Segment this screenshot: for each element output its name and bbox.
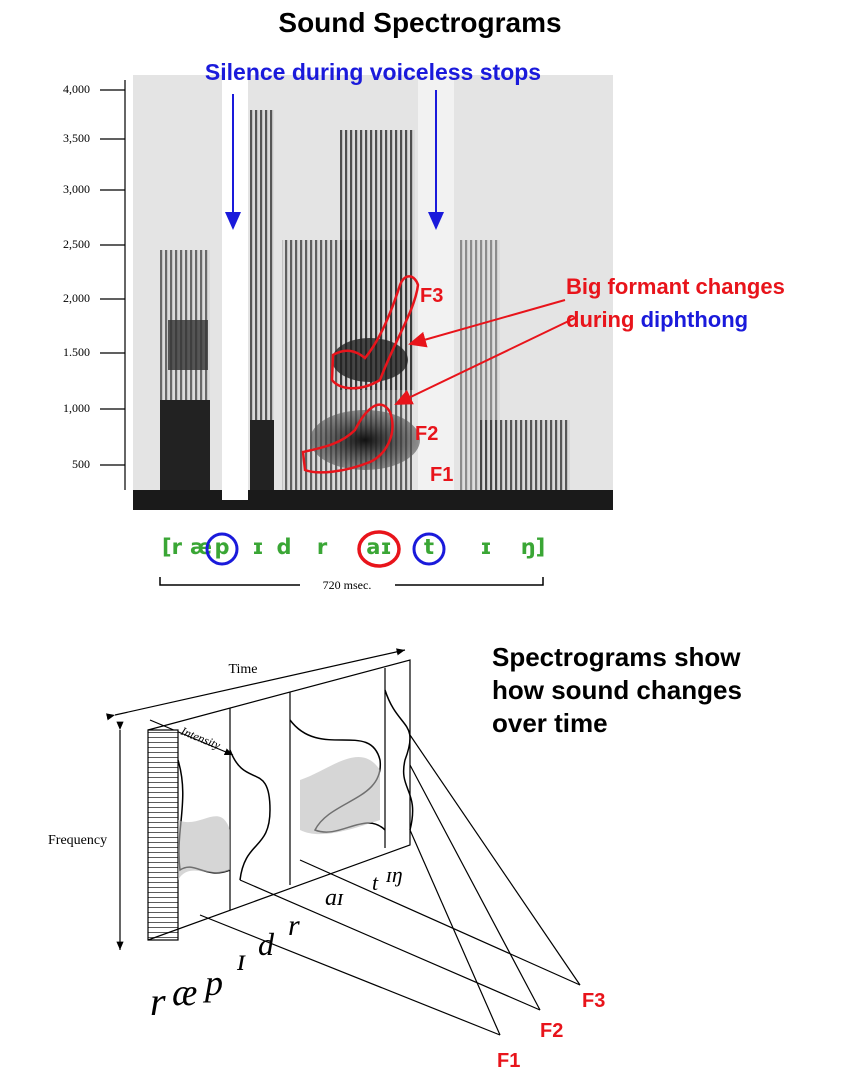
formant-label: F3 xyxy=(582,990,605,1012)
f2-outline xyxy=(301,403,394,474)
frequency-label: 1.500 xyxy=(63,345,90,359)
caption-line: how sound changes xyxy=(492,675,742,705)
segment: ɪ xyxy=(236,941,246,977)
frequency-label: 2,000 xyxy=(63,291,90,305)
caption-line: over time xyxy=(492,708,608,738)
frequency-label: 3,000 xyxy=(63,182,90,196)
spectrogram xyxy=(133,75,613,510)
axis-label: Time xyxy=(228,662,257,677)
duration-bracket xyxy=(159,577,544,586)
segment: æ xyxy=(172,972,197,1014)
formant-label: F1 xyxy=(497,1050,520,1072)
segment: t xyxy=(372,870,379,895)
frequency-label: 4,000 xyxy=(63,82,90,96)
phone-circle xyxy=(205,532,239,566)
frequency-label: 1,000 xyxy=(63,401,90,415)
phone: t xyxy=(424,535,434,559)
formant-label: F1 xyxy=(430,464,453,486)
segment: r xyxy=(288,909,300,942)
phone: [r xyxy=(162,535,183,559)
frequency-label: 2,500 xyxy=(63,237,90,251)
formant-label: F2 xyxy=(540,1020,563,1042)
segment: aɪ xyxy=(325,885,344,911)
spectrogram-3d xyxy=(106,648,581,1036)
phone: ɪ xyxy=(480,535,491,559)
formant-label: F3 xyxy=(420,285,443,307)
formant-note: during diphthong xyxy=(566,307,748,332)
phone-circle xyxy=(357,530,401,568)
formant-label: F2 xyxy=(415,423,438,445)
formant-note-blue: diphthong xyxy=(641,307,749,332)
duration: 720 msec. xyxy=(323,578,372,592)
silence-note: Silence during voiceless stops xyxy=(205,59,541,85)
arrow xyxy=(408,299,566,348)
caption-line: Spectrograms show xyxy=(492,642,741,672)
phone-circle xyxy=(412,532,446,566)
formant-note-red: during xyxy=(566,307,634,332)
title: Sound Spectrograms xyxy=(278,7,561,38)
frequency-axis xyxy=(100,80,126,490)
f3-outline xyxy=(330,275,420,390)
axis-label: Frequency xyxy=(48,833,107,848)
phone: p xyxy=(214,535,229,559)
frequency-label: 3,500 xyxy=(63,131,90,145)
axis-label: Intensity xyxy=(178,723,223,752)
arrow xyxy=(394,317,576,405)
phone: r xyxy=(317,535,328,559)
phone: ŋ] xyxy=(521,535,546,559)
segment: r xyxy=(150,979,166,1024)
phone: aɪ xyxy=(366,535,392,559)
segment: d xyxy=(258,926,275,962)
segment: ɪŋ xyxy=(385,862,403,887)
formant-note: Big formant changes xyxy=(566,274,785,299)
phone: ɪ xyxy=(252,535,263,559)
segment: p xyxy=(202,963,223,1003)
phone: d xyxy=(276,535,291,559)
frequency-label: 500 xyxy=(72,457,90,471)
